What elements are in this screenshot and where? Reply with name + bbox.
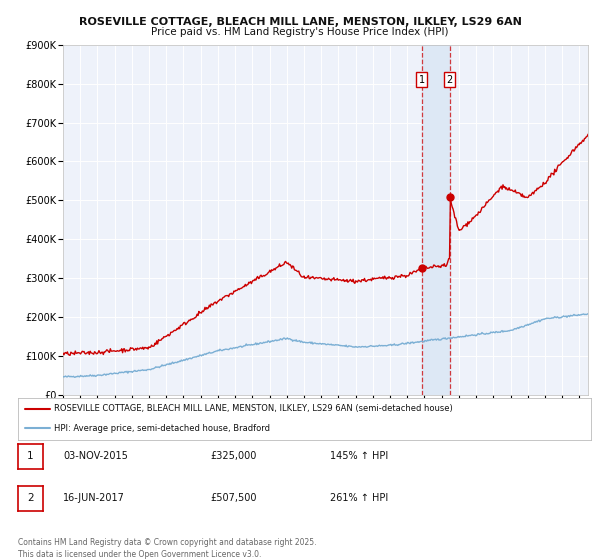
Bar xyxy=(422,45,449,395)
Text: 16-JUN-2017: 16-JUN-2017 xyxy=(63,493,125,503)
Text: Contains HM Land Registry data © Crown copyright and database right 2025.
This d: Contains HM Land Registry data © Crown c… xyxy=(18,538,317,559)
Text: £325,000: £325,000 xyxy=(210,451,256,461)
Text: 2: 2 xyxy=(446,75,453,85)
Text: Price paid vs. HM Land Registry's House Price Index (HPI): Price paid vs. HM Land Registry's House … xyxy=(151,27,449,37)
Text: 145% ↑ HPI: 145% ↑ HPI xyxy=(330,451,388,461)
Text: ROSEVILLE COTTAGE, BLEACH MILL LANE, MENSTON, ILKLEY, LS29 6AN: ROSEVILLE COTTAGE, BLEACH MILL LANE, MEN… xyxy=(79,17,521,27)
Text: 261% ↑ HPI: 261% ↑ HPI xyxy=(330,493,388,503)
Text: 03-NOV-2015: 03-NOV-2015 xyxy=(63,451,128,461)
Text: 1: 1 xyxy=(27,451,34,461)
Text: £507,500: £507,500 xyxy=(210,493,257,503)
Text: ROSEVILLE COTTAGE, BLEACH MILL LANE, MENSTON, ILKLEY, LS29 6AN (semi-detached ho: ROSEVILLE COTTAGE, BLEACH MILL LANE, MEN… xyxy=(53,404,452,413)
Text: 1: 1 xyxy=(419,75,425,85)
Text: HPI: Average price, semi-detached house, Bradford: HPI: Average price, semi-detached house,… xyxy=(53,424,269,433)
Text: 2: 2 xyxy=(27,493,34,503)
